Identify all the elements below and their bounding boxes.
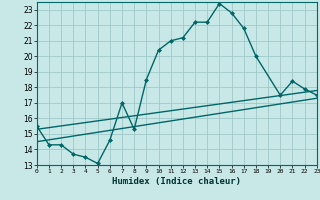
X-axis label: Humidex (Indice chaleur): Humidex (Indice chaleur) xyxy=(112,177,241,186)
